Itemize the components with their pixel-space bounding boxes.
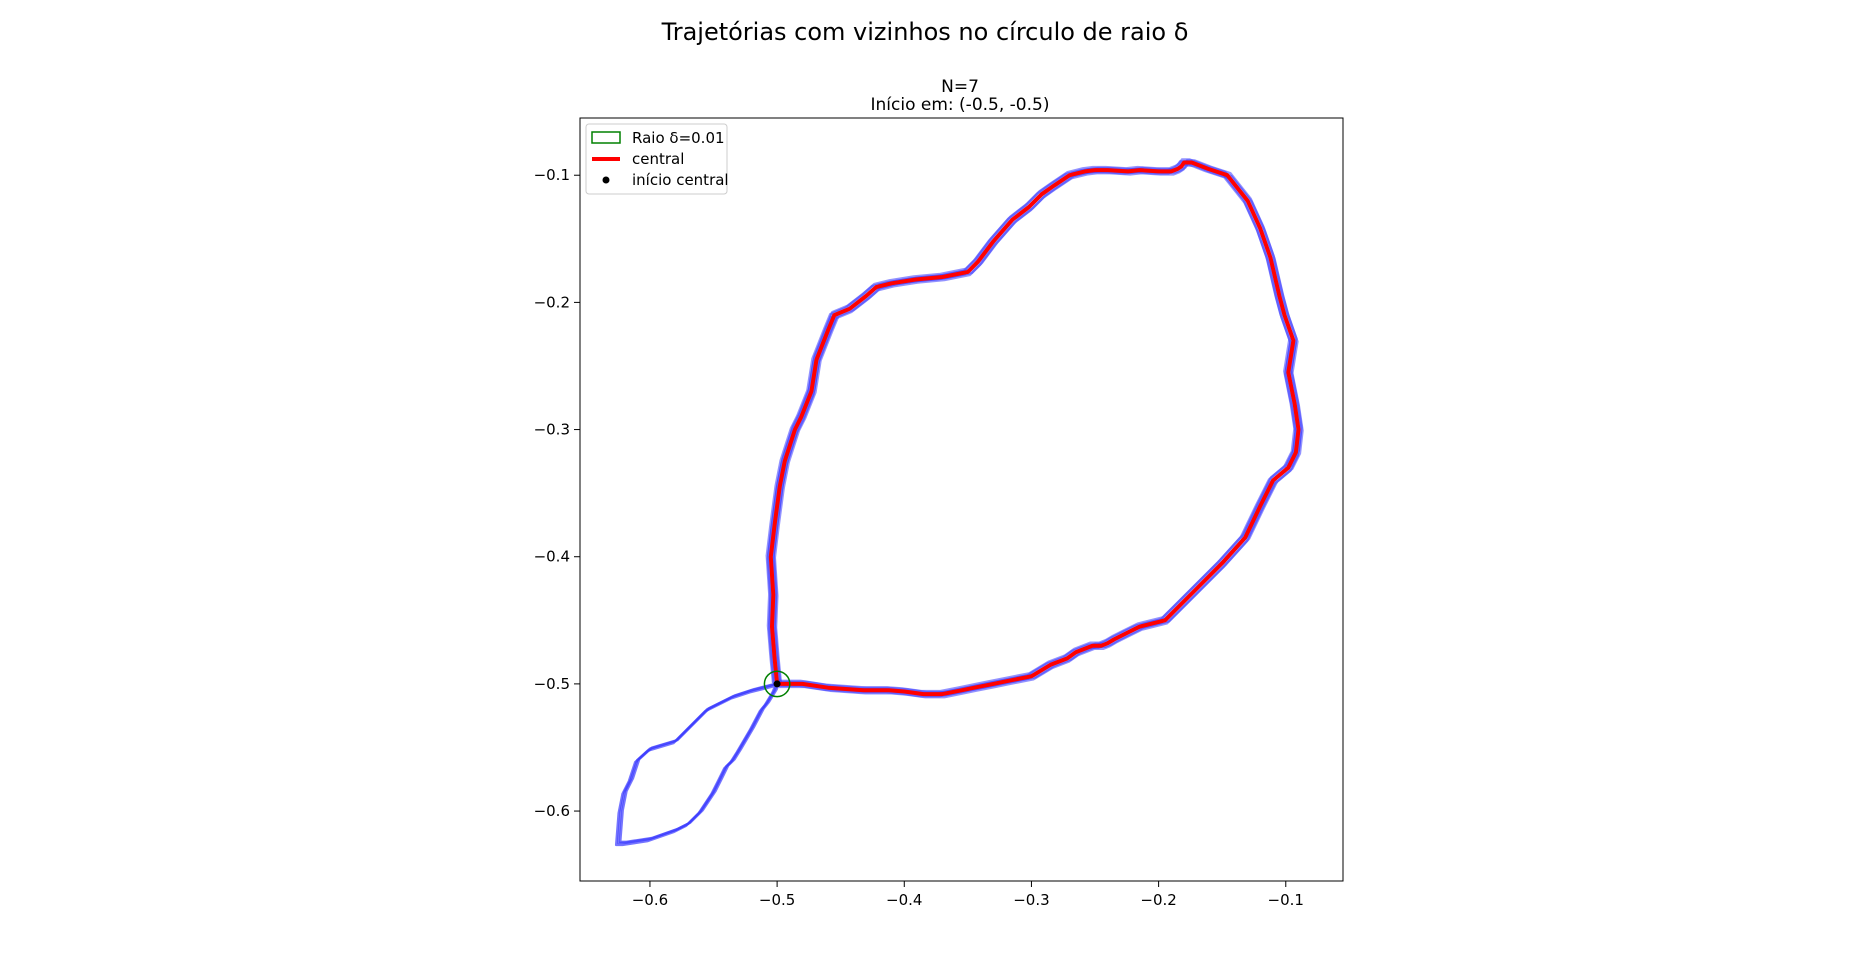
y-tick-label: −0.2 bbox=[534, 293, 570, 311]
x-tick-label: −0.2 bbox=[1140, 891, 1176, 909]
neighbor-trajectory-5 bbox=[773, 162, 1304, 697]
x-axis: −0.6 −0.5 −0.4 −0.3 −0.2 −0.1 bbox=[632, 881, 1304, 909]
legend-label-central: central bbox=[632, 150, 684, 168]
neighbor-trajectory-3 bbox=[771, 164, 1302, 699]
y-tick-label: −0.5 bbox=[534, 675, 570, 693]
legend-box bbox=[585, 123, 728, 195]
y-tick-label: −0.1 bbox=[534, 166, 570, 184]
plot-area bbox=[614, 158, 1304, 847]
y-tick-label: −0.3 bbox=[534, 421, 570, 439]
neighbor-trajectory-1 bbox=[766, 163, 1297, 698]
x-tick-label: −0.5 bbox=[759, 891, 795, 909]
neighbor-escape-loop-3 bbox=[618, 681, 781, 844]
chart-title-line2: Início em: (-0.5, -0.5) bbox=[871, 95, 1050, 115]
central-start-point bbox=[773, 680, 781, 688]
delta-circle bbox=[763, 670, 791, 698]
y-tick-label: −0.6 bbox=[534, 802, 570, 820]
x-tick-label: −0.6 bbox=[632, 891, 668, 909]
legend-circle-swatch bbox=[591, 131, 621, 144]
figure-suptitle: Trajetórias com vizinhos no círculo de r… bbox=[661, 18, 1189, 46]
x-tick-label: −0.4 bbox=[886, 891, 922, 909]
x-tick-label: −0.1 bbox=[1268, 891, 1304, 909]
legend-start-swatch bbox=[602, 176, 610, 184]
y-axis: −0.1 −0.2 −0.3 −0.4 −0.5 −0.6 bbox=[534, 166, 580, 820]
legend: Raio δ=0.01 central início central bbox=[585, 123, 729, 195]
x-tick-label: −0.3 bbox=[1013, 891, 1049, 909]
legend-label-start: início central bbox=[632, 171, 729, 189]
central-trajectory bbox=[768, 160, 1301, 697]
neighbor-escape-loop-2 bbox=[614, 684, 777, 847]
neighbor-trajectory-2 bbox=[772, 159, 1303, 694]
axes-frame bbox=[579, 117, 1344, 882]
y-tick-label: −0.4 bbox=[534, 548, 570, 566]
neighbor-escape-loop-1 bbox=[616, 682, 779, 845]
legend-label-circle: Raio δ=0.01 bbox=[632, 129, 725, 147]
chart-title-line1: N=7 bbox=[941, 77, 979, 97]
neighbor-trajectory-6 bbox=[765, 160, 1296, 695]
neighbor-trajectory-4 bbox=[767, 158, 1298, 693]
